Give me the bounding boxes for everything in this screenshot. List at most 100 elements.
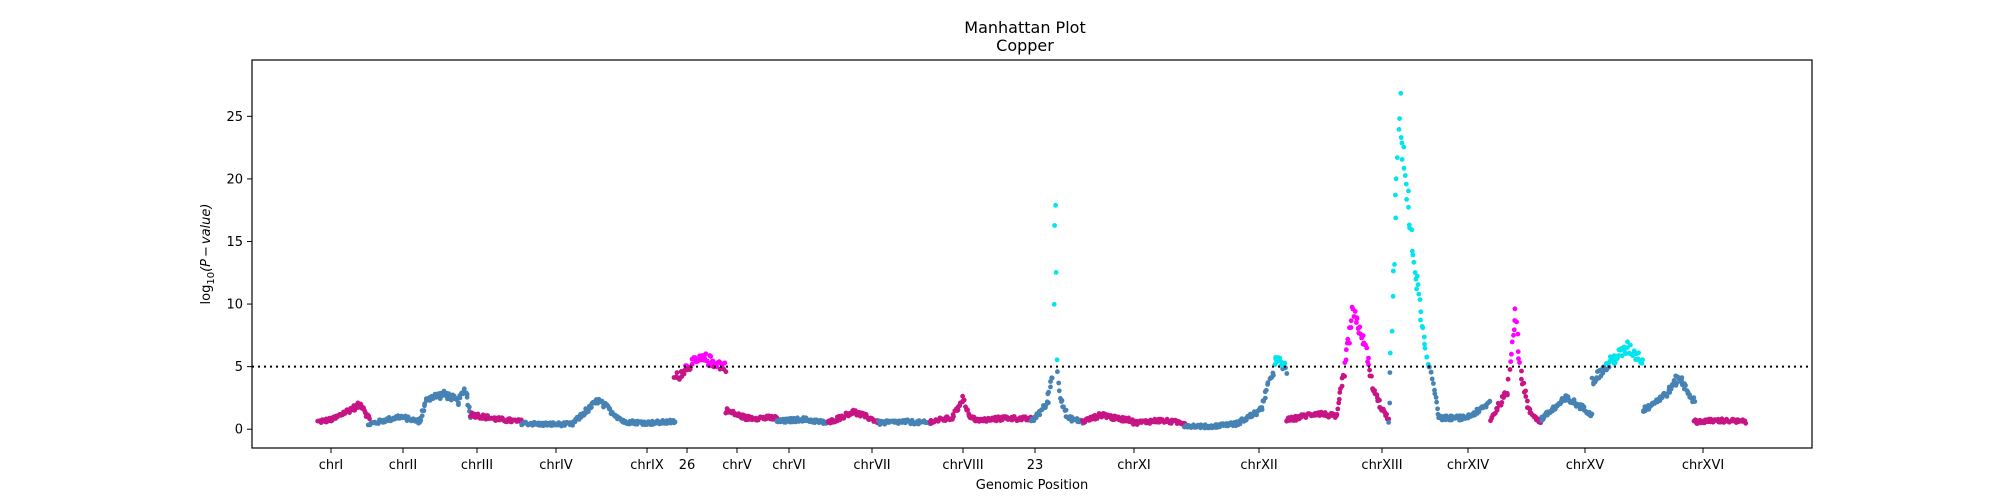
snp-point xyxy=(1435,406,1440,412)
snp-point xyxy=(1389,328,1395,334)
snp-point xyxy=(1415,282,1421,287)
y-tick-label: 25 xyxy=(226,110,243,125)
snp-point xyxy=(1053,202,1058,208)
snp-point xyxy=(1270,370,1276,376)
snp-point xyxy=(965,407,970,413)
snp-point xyxy=(1055,369,1060,375)
snp-point xyxy=(708,354,714,359)
snp-point xyxy=(1334,412,1340,417)
snp-point xyxy=(421,408,427,414)
snp-point xyxy=(960,393,965,399)
snp-point xyxy=(1403,181,1409,187)
x-axis: chrI chrII chrIII chrIV chrIX 26 chrV chrVI chrV… xyxy=(319,448,1724,473)
x-axis-label: Genomic Position xyxy=(976,478,1088,493)
snp-point xyxy=(1282,360,1288,366)
snp-point xyxy=(1424,354,1430,360)
snp-point xyxy=(1411,259,1417,265)
snp-point xyxy=(1499,400,1505,405)
snp-point xyxy=(1420,325,1426,331)
snp-point xyxy=(1398,90,1404,96)
chart-subtitle: Copper xyxy=(996,36,1054,55)
snp-point xyxy=(674,370,680,375)
x-tick-label: 26 xyxy=(679,458,696,473)
snp-point xyxy=(1428,369,1434,375)
snp-point xyxy=(1692,399,1698,404)
snp-point xyxy=(1348,318,1354,324)
plot-frame xyxy=(251,59,1813,449)
snp-point xyxy=(1418,309,1424,315)
snp-point xyxy=(1581,404,1587,410)
snp-point xyxy=(1399,157,1405,162)
snp-point xyxy=(1404,197,1409,202)
snp-point xyxy=(1367,367,1372,373)
snp-point xyxy=(1505,376,1511,382)
snp-point xyxy=(1259,405,1265,410)
y-tick-label: 20 xyxy=(226,172,243,187)
y-axis-label: log10(P −value) xyxy=(199,204,217,305)
snp-point xyxy=(466,404,472,410)
chart-title: Manhattan Plot xyxy=(964,18,1085,37)
snp-point xyxy=(1507,367,1513,372)
snp-point xyxy=(1674,380,1680,386)
y-axis: 0 5 10 15 20 25 xyxy=(226,110,252,438)
y-label-p: (P xyxy=(199,259,214,272)
snp-point xyxy=(1525,398,1530,404)
snp-point xyxy=(1390,293,1396,299)
snp-point xyxy=(1412,270,1418,275)
snp-point xyxy=(1406,204,1411,210)
snp-point xyxy=(1523,394,1529,399)
snp-point xyxy=(1511,332,1516,338)
snp-point xyxy=(722,360,728,366)
snp-point xyxy=(723,369,729,375)
snp-point xyxy=(1432,387,1437,393)
data-points xyxy=(315,90,1749,431)
x-tick-label: chrXII xyxy=(1240,458,1277,473)
snp-point xyxy=(1636,350,1641,356)
snp-point xyxy=(1126,415,1131,421)
snp-point xyxy=(1056,388,1062,394)
snp-point xyxy=(456,400,461,406)
snp-point xyxy=(1345,336,1351,342)
snp-point xyxy=(1396,126,1402,132)
snp-point xyxy=(1364,345,1370,351)
snp-point xyxy=(419,413,425,419)
snp-point xyxy=(457,395,463,401)
snp-point xyxy=(1046,389,1051,395)
snp-point xyxy=(1398,135,1404,140)
snp-point xyxy=(1429,376,1435,382)
snp-point xyxy=(1414,273,1420,279)
snp-point xyxy=(1508,359,1514,364)
snp-point xyxy=(1410,252,1416,258)
snp-point xyxy=(1612,360,1618,365)
snp-point xyxy=(1033,415,1039,421)
x-tick-label: chrXIV xyxy=(1447,458,1489,473)
snp-point xyxy=(1054,357,1060,363)
snp-point xyxy=(1494,407,1500,413)
snp-point xyxy=(518,417,524,423)
snp-point xyxy=(1392,262,1397,267)
snp-point xyxy=(1509,351,1514,357)
snp-point xyxy=(1679,377,1684,383)
snp-point xyxy=(1512,306,1518,312)
snp-point xyxy=(1519,368,1524,374)
snp-point xyxy=(1342,373,1347,379)
x-tick-label: chrIX xyxy=(630,458,664,473)
snp-point xyxy=(1051,301,1057,307)
snp-point xyxy=(1237,421,1243,427)
snp-point xyxy=(1061,404,1066,410)
snp-point xyxy=(1343,357,1349,363)
snp-point xyxy=(1397,116,1402,121)
snp-point xyxy=(1336,396,1342,402)
snp-point xyxy=(1263,387,1269,393)
x-tick-label: chrXI xyxy=(1117,458,1150,473)
snp-point xyxy=(1335,406,1341,412)
snp-point xyxy=(1354,320,1359,325)
snp-point xyxy=(1519,376,1524,382)
snp-point xyxy=(1347,340,1352,346)
snp-point xyxy=(1683,383,1688,388)
x-tick-label: chrIV xyxy=(539,458,573,473)
snp-point xyxy=(711,360,717,366)
snp-point xyxy=(1393,192,1398,198)
snp-point xyxy=(1387,350,1393,356)
